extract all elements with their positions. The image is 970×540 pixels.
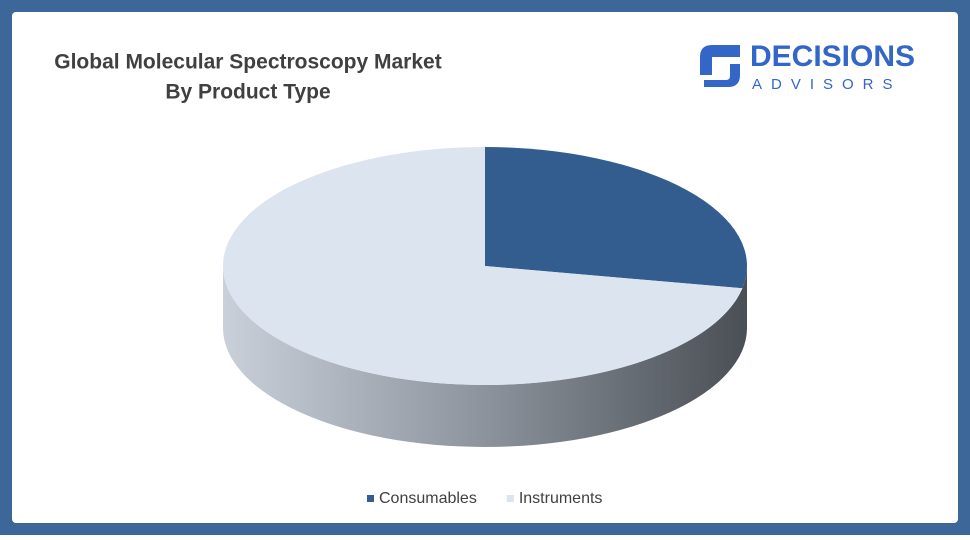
chart-subtitle: By Product Type	[165, 81, 330, 104]
chart-title: Global Molecular Spectroscopy Market	[54, 51, 441, 74]
legend-label: Instruments	[519, 490, 603, 507]
pie-slice	[222, 147, 743, 385]
logo: DECISIONS ADVISORS	[700, 40, 915, 93]
logo-icon	[700, 45, 740, 87]
logo-tagline: ADVISORS	[752, 76, 902, 93]
legend: Consumables Instruments	[367, 490, 602, 507]
legend-label: Consumables	[379, 490, 477, 507]
pie-side	[223, 266, 747, 447]
legend-swatch	[506, 495, 514, 502]
logo-name: DECISIONS	[750, 40, 915, 73]
legend-swatch	[367, 495, 374, 502]
pie-slice	[485, 147, 747, 289]
pie	[222, 147, 747, 447]
